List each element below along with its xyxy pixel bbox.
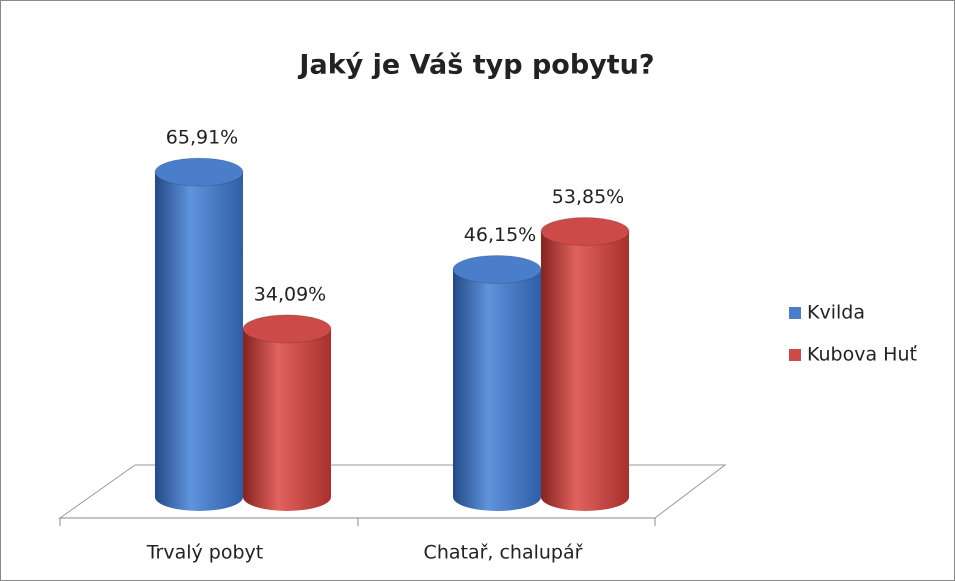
x-tick-label: Trvalý pobyt — [146, 542, 264, 564]
chart-title: Jaký je Váš typ pobytu? — [297, 50, 654, 81]
legend-label: Kubova Huť — [807, 344, 917, 366]
bar-top — [242, 314, 332, 344]
bar — [155, 172, 243, 511]
data-label: 46,15% — [464, 224, 536, 246]
data-label: 53,85% — [552, 186, 624, 208]
data-label: 65,91% — [166, 127, 238, 149]
bar-top — [452, 254, 542, 284]
legend-label: Kvilda — [807, 302, 865, 324]
bar — [453, 269, 541, 511]
bar-top — [540, 217, 630, 247]
bar — [541, 231, 629, 511]
legend-swatch — [789, 307, 801, 319]
bar-top — [154, 157, 244, 187]
bar — [243, 328, 331, 511]
legend-swatch — [789, 349, 801, 361]
data-label: 34,09% — [254, 283, 326, 305]
x-tick-label: Chatař, chalupář — [424, 542, 583, 564]
